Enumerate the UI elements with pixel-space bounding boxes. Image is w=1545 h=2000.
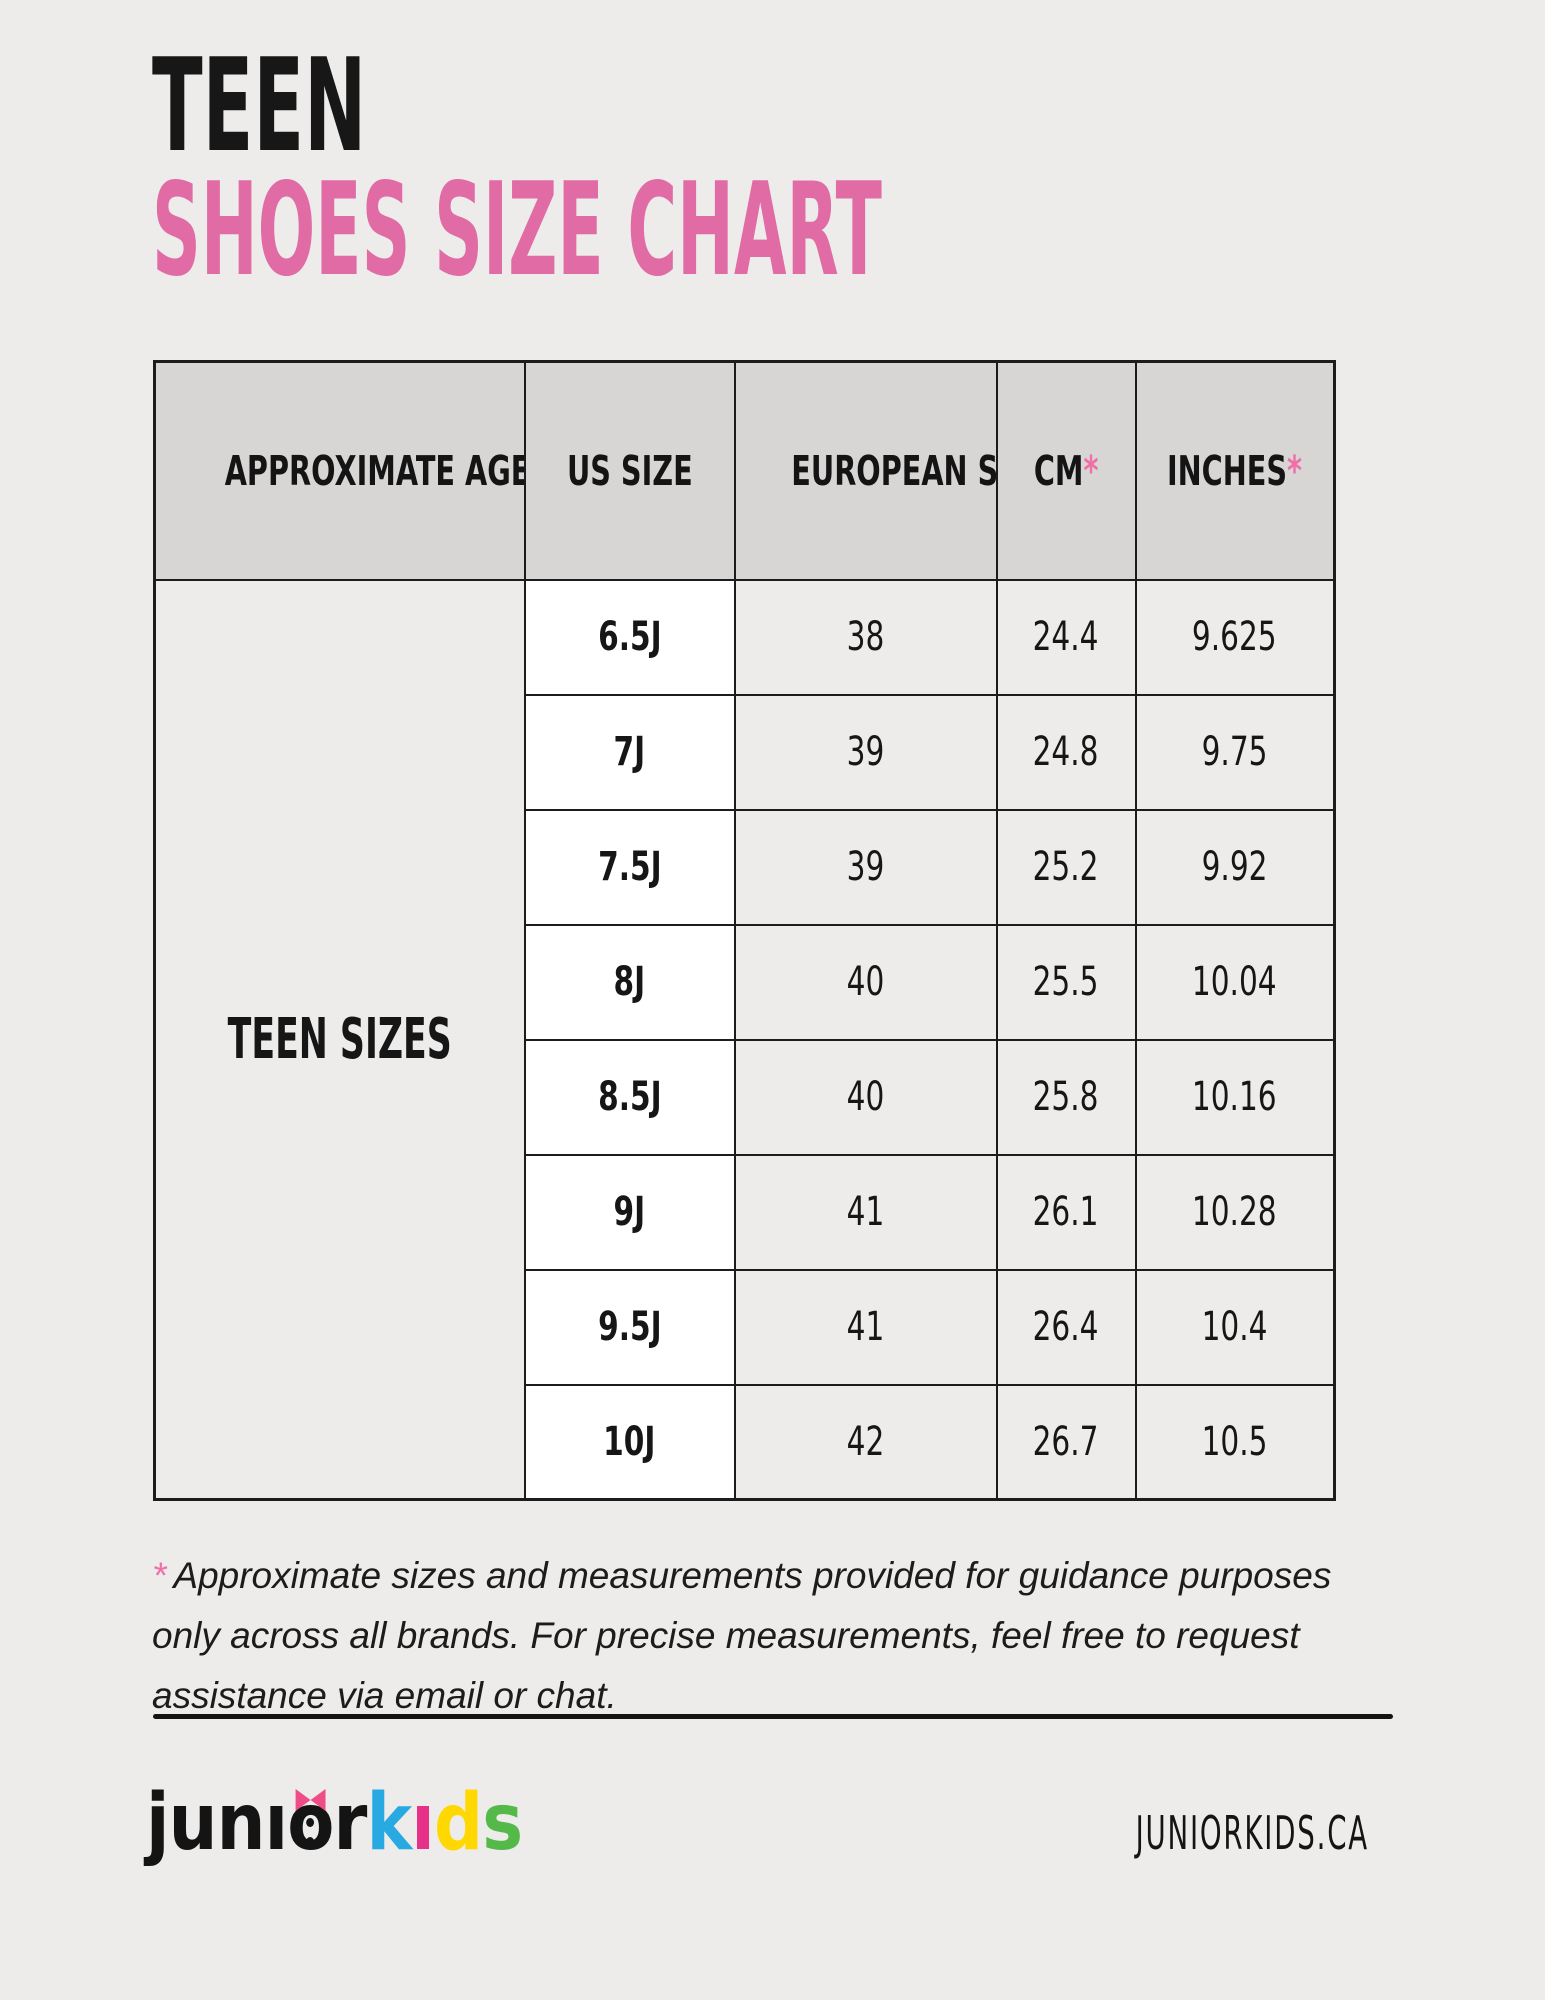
european-size-cell: 39: [733, 693, 998, 811]
us-size-cell: 9.5J: [523, 1268, 736, 1386]
footnote-text: Approximate sizes and measurements provi…: [173, 1555, 1332, 1596]
cm-cell: 24.4: [995, 578, 1137, 696]
title-line-1: TEEN: [152, 43, 1529, 171]
juniorkids-logo: junıorkıds: [146, 1778, 574, 1868]
header-row: APPROXIMATE AGE* US SIZE EUROPEAN SIZE C…: [153, 360, 1336, 581]
inches-cell: 10.28: [1134, 1153, 1336, 1271]
european-size-cell: 40: [733, 1038, 998, 1156]
table-row: 8.5J 40 25.8 10.16: [155, 1038, 1336, 1156]
us-size-cell: 10J: [523, 1383, 736, 1501]
logo-junior-prefix: junı: [146, 1778, 288, 1868]
header-label: INCHES: [1167, 446, 1288, 495]
cm-cell: 26.4: [995, 1268, 1137, 1386]
european-size-cell: 42: [733, 1383, 998, 1501]
header-label: EUROPEAN SIZE: [790, 446, 997, 495]
european-size-cell: 39: [733, 808, 998, 926]
inches-cell: 10.04: [1134, 923, 1336, 1041]
logo-kids-d: d: [433, 1778, 483, 1868]
col-header-approximate-age: APPROXIMATE AGE*: [153, 360, 526, 581]
col-header-european-size: EUROPEAN SIZE: [733, 360, 998, 581]
bow-icon: [295, 1789, 326, 1811]
asterisk: *: [1083, 446, 1099, 495]
us-size-cell: 7J: [523, 693, 736, 811]
footnote-text: only across all brands. For precise meas…: [152, 1615, 1300, 1656]
title-line-2: SHOES SIZE CHART: [152, 167, 1529, 295]
col-header-inches: INCHES*: [1134, 360, 1336, 581]
website-url: JUNIORKIDS.CA: [980, 1806, 1369, 1860]
inches-cell: 10.5: [1134, 1383, 1336, 1501]
logo-o: o: [287, 1778, 334, 1868]
european-size-cell: 38: [733, 578, 998, 696]
inches-cell: 10.4: [1134, 1268, 1336, 1386]
inches-cell: 9.75: [1134, 693, 1336, 811]
footnote-line: * Approximate sizes and measurements prov…: [152, 1546, 1331, 1606]
title-teen: TEEN: [152, 32, 367, 181]
table-row: 7.5J 39 25.2 9.92: [155, 808, 1336, 926]
inches-cell: 10.16: [1134, 1038, 1336, 1156]
cm-cell: 26.7: [995, 1383, 1137, 1501]
european-size-cell: 41: [733, 1153, 998, 1271]
cm-cell: 26.1: [995, 1153, 1137, 1271]
table-row: 9.5J 41 26.4 10.4: [155, 1268, 1336, 1386]
title-shoes-size-chart: SHOES SIZE CHART: [152, 156, 882, 305]
table-row: 9J 41 26.1 10.28: [155, 1153, 1336, 1271]
cm-cell: 25.8: [995, 1038, 1137, 1156]
us-size-cell: 6.5J: [523, 578, 736, 696]
footnote-line: assistance via email or chat.: [152, 1666, 1331, 1726]
us-size-cell: 8J: [523, 923, 736, 1041]
logo-kids-s: s: [482, 1778, 523, 1868]
footnote: * Approximate sizes and measurements prov…: [152, 1546, 1331, 1726]
us-size-cell: 9J: [523, 1153, 736, 1271]
table-row: 8J 40 25.5 10.04: [155, 923, 1336, 1041]
european-size-cell: 40: [733, 923, 998, 1041]
logo-junior-suffix: r: [333, 1778, 368, 1868]
group-cell-teen-sizes: TEEN SIZES: [153, 578, 526, 1501]
table-row: 7J 39 24.8 9.75: [155, 693, 1336, 811]
logo-text: junıorkıds: [146, 1778, 523, 1868]
inches-cell: 9.92: [1134, 808, 1336, 926]
table-row: TEEN SIZES 6.5J 38 24.4 9.625: [153, 578, 1336, 1501]
footnote-text: assistance via email or chat.: [152, 1675, 617, 1716]
cm-cell: 24.8: [995, 693, 1137, 811]
logo-kids-k: k: [366, 1778, 413, 1868]
us-size-cell: 8.5J: [523, 1038, 736, 1156]
header-label: US SIZE: [566, 446, 693, 495]
european-size-cell: 41: [733, 1268, 998, 1386]
table-row: 10J 42 26.7 10.5: [155, 1383, 1336, 1501]
inches-cell: 9.625: [1134, 578, 1336, 696]
col-header-cm: CM*: [995, 360, 1137, 581]
divider-line: [153, 1714, 1393, 1719]
header-label: APPROXIMATE AGE: [224, 446, 525, 495]
footnote-asterisk: *: [152, 1555, 167, 1596]
buttons-icon: [306, 1818, 315, 1827]
col-header-us-size: US SIZE: [523, 360, 736, 581]
website-url-text: JUNIORKIDS.CA: [1135, 1806, 1369, 1860]
logo-kids-i: ı: [411, 1778, 435, 1868]
page-title: TEEN SHOES SIZE CHART: [152, 43, 1529, 295]
size-chart-table: APPROXIMATE AGE* US SIZE EUROPEAN SIZE C…: [153, 360, 1336, 1501]
us-size-cell: 7.5J: [523, 808, 736, 926]
footnote-line: only across all brands. For precise meas…: [152, 1606, 1331, 1666]
asterisk: *: [1287, 446, 1303, 495]
header-label: CM: [1033, 446, 1084, 495]
cm-cell: 25.2: [995, 808, 1137, 926]
cm-cell: 25.5: [995, 923, 1137, 1041]
